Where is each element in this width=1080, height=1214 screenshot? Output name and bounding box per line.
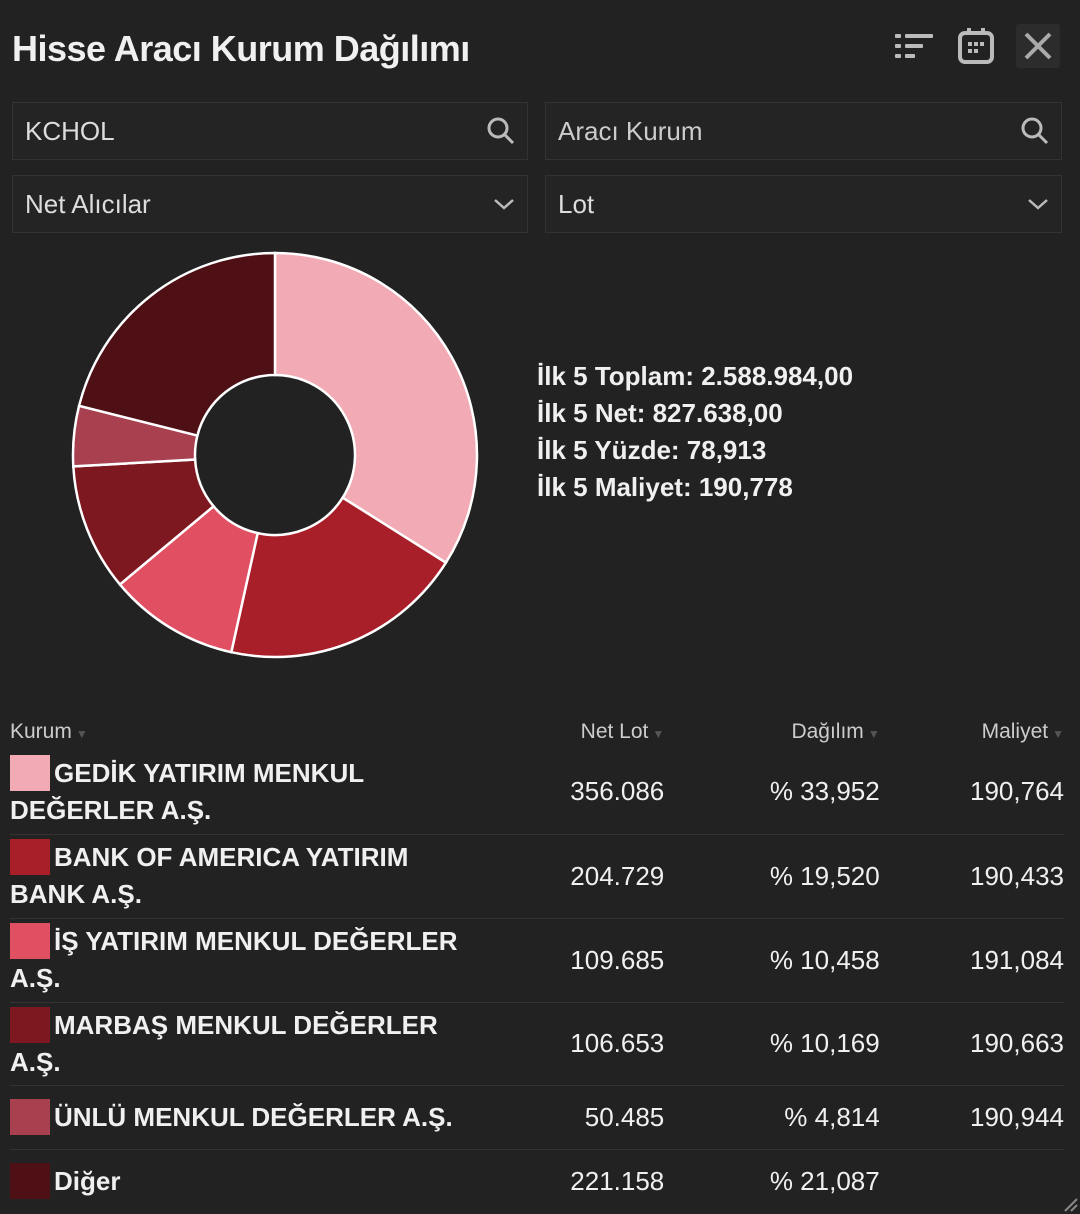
calendar-icon[interactable] bbox=[954, 24, 998, 68]
table-row[interactable]: BANK OF AMERICA YATIRIM BANK A.Ş. 204.72… bbox=[10, 834, 1064, 919]
side-select[interactable]: Net Alıcılar bbox=[12, 175, 528, 233]
stat-net: İlk 5 Net: 827.638,00 bbox=[537, 398, 783, 428]
broker-name: GEDİK YATIRIM MENKUL DEĞERLER A.Ş. bbox=[10, 750, 480, 835]
color-swatch bbox=[10, 839, 50, 875]
distribution: % 10,458 bbox=[664, 918, 880, 1003]
distribution: % 21,087 bbox=[769, 1165, 880, 1196]
color-swatch bbox=[10, 1162, 50, 1199]
resize-handle-icon[interactable] bbox=[1060, 1194, 1078, 1212]
table-row[interactable]: GEDİK YATIRIM MENKUL DEĞERLER A.Ş. 356.0… bbox=[10, 750, 1064, 835]
distribution: % 4,814 bbox=[664, 1085, 880, 1150]
col-kurum[interactable]: Kurum ▼ bbox=[10, 720, 88, 743]
col-maliyet[interactable]: Maliyet ▼ bbox=[981, 720, 1064, 743]
cost: 190,944 bbox=[879, 1085, 1064, 1150]
sort-list-icon[interactable] bbox=[892, 24, 936, 68]
col-net-lot[interactable]: Net Lot ▼ bbox=[580, 720, 665, 743]
close-icon[interactable] bbox=[1016, 24, 1060, 68]
broker-placeholder: Aracı Kurum bbox=[558, 115, 703, 146]
cost: 191,084 bbox=[879, 918, 1064, 1003]
color-swatch bbox=[10, 754, 50, 791]
broker-name: MARBAŞ MENKUL DEĞERLER A.Ş. bbox=[10, 1002, 480, 1086]
net-lot: 221.158 bbox=[570, 1165, 665, 1196]
table-row[interactable]: MARBAŞ MENKUL DEĞERLER A.Ş. 106.653 % 10… bbox=[10, 1002, 1064, 1086]
cost: 190,433 bbox=[879, 834, 1064, 919]
symbol-value: KCHOL bbox=[25, 115, 115, 146]
color-swatch bbox=[10, 923, 50, 959]
broker-name: ÜNLÜ MENKUL DEĞERLER A.Ş. bbox=[10, 1085, 480, 1150]
donut-slice[interactable] bbox=[229, 495, 448, 659]
table-row[interactable]: ÜNLÜ MENKUL DEĞERLER A.Ş. 50.485 % 4,814… bbox=[10, 1085, 1064, 1150]
color-swatch bbox=[10, 1006, 50, 1043]
net-lot: 204.729 bbox=[480, 834, 665, 919]
broker-table: Kurum ▼ Net Lot ▼ Dağılım ▼ Maliyet ▼ GEDİK … bbox=[10, 714, 1064, 1213]
color-swatch bbox=[10, 1098, 50, 1135]
col-dagilim[interactable]: Dağılım ▼ bbox=[791, 720, 880, 743]
stats-summary: İlk 5 Toplam: 2.588.984,00 İlk 5 Net: 82… bbox=[537, 358, 853, 506]
broker-search-input[interactable]: Aracı Kurum bbox=[545, 102, 1062, 160]
stat-total: İlk 5 Toplam: 2.588.984,00 bbox=[537, 361, 854, 391]
broker-name: Diğer bbox=[10, 1149, 480, 1213]
donut-slice[interactable] bbox=[273, 251, 479, 565]
distribution: % 19,520 bbox=[664, 834, 880, 919]
distribution: % 10,169 bbox=[664, 1002, 880, 1086]
stat-cost: İlk 5 Maliyet: 190,778 bbox=[537, 472, 793, 502]
side-value: Net Alıcılar bbox=[25, 188, 151, 219]
broker-name: BANK OF AMERICA YATIRIM BANK A.Ş. bbox=[10, 834, 480, 919]
distribution: % 33,952 bbox=[664, 750, 880, 835]
table-row[interactable]: İŞ YATIRIM MENKUL DEĞERLER A.Ş. 109.685 … bbox=[10, 918, 1064, 1003]
broker-name: İŞ YATIRIM MENKUL DEĞERLER A.Ş. bbox=[10, 918, 480, 1003]
symbol-search-input[interactable]: KCHOL bbox=[12, 102, 528, 160]
cost bbox=[880, 1149, 1064, 1213]
page-title: Hisse Aracı Kurum Dağılımı bbox=[12, 28, 470, 69]
unit-select[interactable]: Lot bbox=[545, 175, 1062, 233]
table-row[interactable]: Diğer 221.158 % 21,087 bbox=[10, 1149, 1064, 1213]
chevron-down-icon bbox=[1028, 199, 1048, 210]
donut-slice[interactable] bbox=[77, 251, 277, 438]
cost: 190,764 bbox=[879, 750, 1064, 835]
stat-percent: İlk 5 Yüzde: 78,913 bbox=[537, 435, 767, 465]
search-icon bbox=[487, 117, 515, 145]
net-lot: 109.685 bbox=[480, 918, 665, 1003]
chevron-down-icon bbox=[494, 199, 514, 210]
net-lot: 356.086 bbox=[480, 750, 665, 835]
unit-value: Lot bbox=[558, 188, 595, 219]
net-lot: 106.653 bbox=[480, 1002, 665, 1086]
donut-chart bbox=[71, 251, 479, 659]
search-icon bbox=[1021, 117, 1049, 145]
cost: 190,663 bbox=[879, 1002, 1064, 1086]
net-lot: 50.485 bbox=[480, 1085, 665, 1150]
